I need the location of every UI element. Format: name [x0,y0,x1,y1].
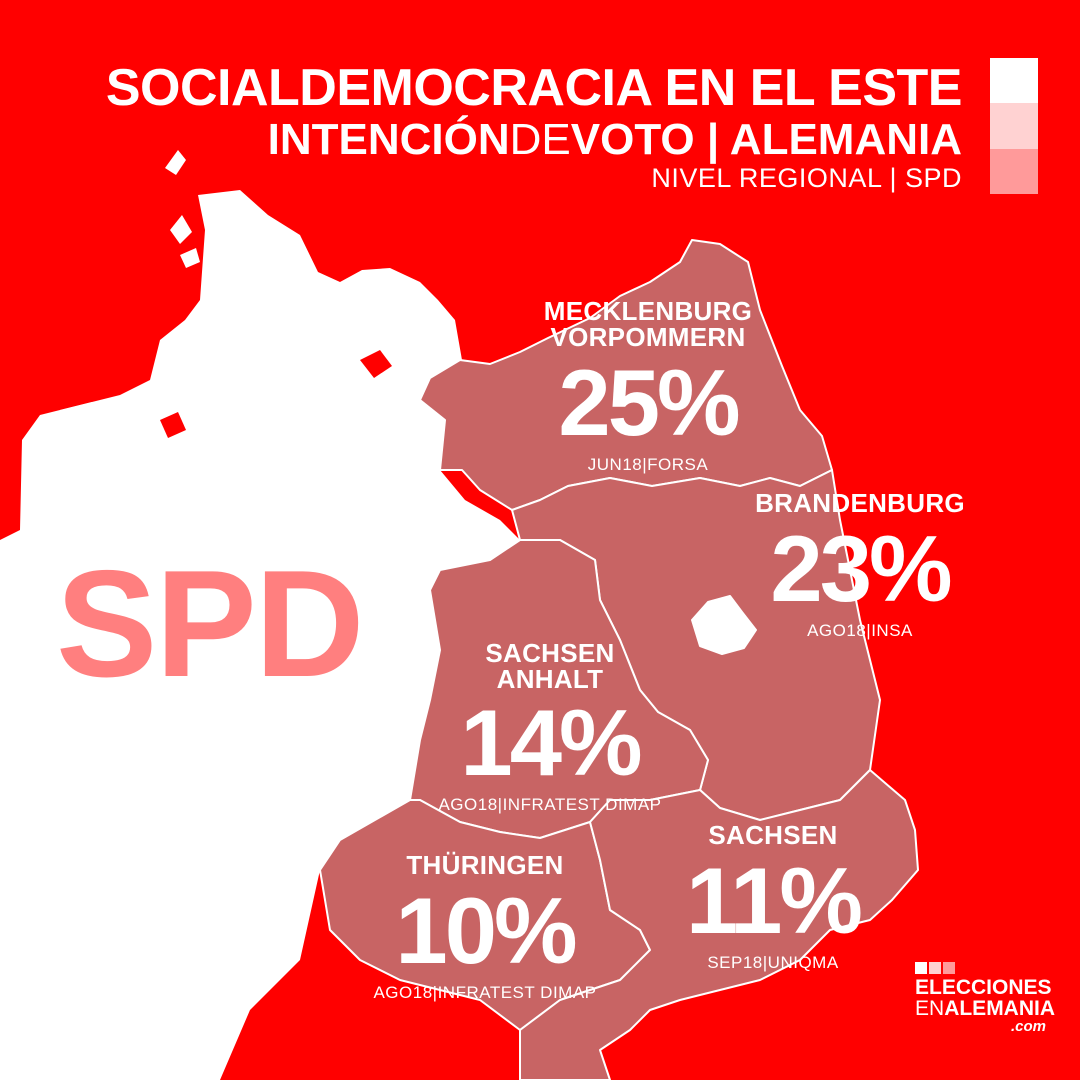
state-source: JUN18|FORSA [587,455,709,474]
label-sachsen-anhalt: SACHSEN ANHALT 14% AGO18|INFRATEST DIMAP [420,640,680,814]
state-value: 23% [770,516,952,621]
east-germany-states [319,239,919,1080]
subtitle-part: INTENCIÓN [267,115,510,164]
brand-line-2: ENALEMANIA [915,998,1055,1019]
label-sachsen: SACHSEN 11% SEP18|UNIQMA [668,822,878,972]
state-value: 11% [686,848,863,953]
state-mecklenburg-vorpommern [419,239,833,511]
frisian-island [180,248,200,268]
frisian-island [165,150,186,175]
hamburg-gap [360,350,392,378]
brand-bars [915,962,1055,974]
berlin [691,595,757,655]
brand-part: ALEMANIA [944,997,1056,1020]
state-source: AGO18|INSA [807,621,913,640]
subtitle: INTENCIÓNDEVOTO | ALEMANIA [268,118,962,162]
state-name: MECKLENBURG [543,296,753,326]
subtitle-part: VOTO | ALEMANIA [570,115,962,164]
frisian-island [220,262,238,282]
brand-bar [943,962,955,974]
label-mecklenburg-vorpommern: MECKLENBURG VORPOMMERN 25% JUN18|FORSA [520,298,776,474]
brand-line-3: .com [1010,1018,1046,1035]
state-value: 25% [558,350,740,455]
bremen-gap [160,412,186,438]
state-name: SACHSEN [708,820,838,850]
state-name: VORPOMMERN [550,322,746,352]
source-note: FUENTE: WAHLRECHT.DE. [52,1018,217,1033]
color-swatch [990,58,1038,194]
west-germany-land [0,190,520,1080]
swatch-band [990,148,1038,194]
brand-line-1: ELECCIONES [915,976,1052,999]
label-brandenburg: BRANDENBURG 23% AGO18|INSA [740,490,980,640]
subtitle-part: DE [509,115,571,164]
state-name: THÜRINGEN [406,850,564,880]
state-name: SACHSEN [485,638,615,668]
label-thueringen: THÜRINGEN 10% AGO18|INFRATEST DIMAP [360,852,610,1002]
state-source: AGO18|INFRATEST DIMAP [438,795,662,814]
brand-bar [929,962,941,974]
spd-logo: SPD [56,539,365,709]
state-name: ANHALT [496,664,604,694]
state-source: SEP18|UNIQMA [707,953,839,972]
frisian-island [60,402,110,416]
swatch-band [990,58,1038,104]
frisian-island [118,390,152,404]
brand-part: EN [915,997,945,1020]
state-source: AGO18|INFRATEST DIMAP [373,983,597,1002]
level-label: NIVEL REGIONAL | SPD [651,163,962,193]
brand-bar [915,962,927,974]
state-sachsen [519,769,919,1080]
swatch-band [990,103,1038,149]
state-value: 10% [395,878,577,983]
state-value: 14% [460,690,642,795]
brand-logo: ELECCIONES ENALEMANIA .com [915,962,1055,1035]
title: SOCIALDEMOCRACIA EN EL ESTE [105,59,963,117]
state-name: BRANDENBURG [755,488,965,518]
frisian-island [170,215,192,244]
